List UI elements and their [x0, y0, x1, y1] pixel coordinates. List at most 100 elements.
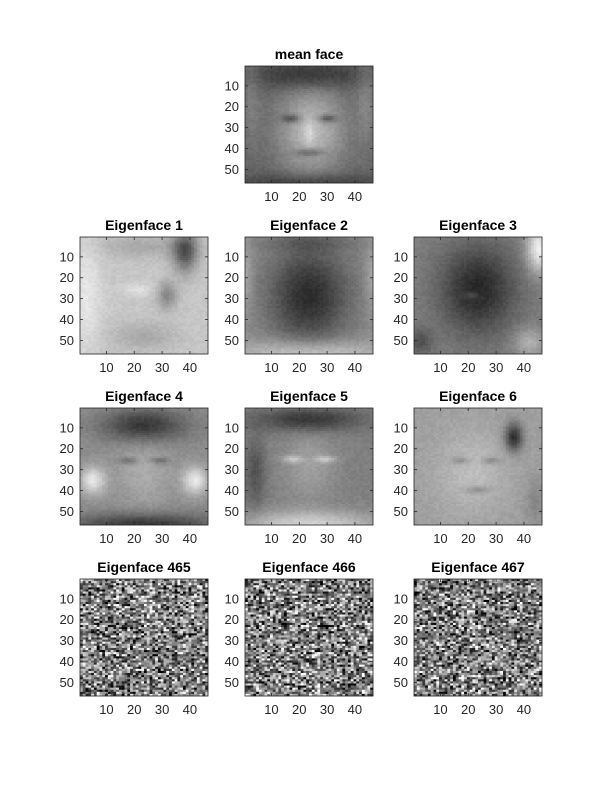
pixel — [121, 247, 125, 250]
pixel — [102, 326, 106, 330]
pixel — [174, 299, 178, 303]
pixel — [88, 341, 92, 344]
pixel — [202, 280, 206, 284]
pixel — [295, 78, 299, 81]
pixel — [118, 322, 123, 326]
pixel — [185, 320, 189, 323]
pixel — [356, 68, 360, 71]
pixel — [278, 95, 282, 98]
pixel — [300, 105, 304, 109]
pixel — [107, 259, 111, 263]
pixel — [325, 157, 329, 161]
pixel — [303, 174, 307, 178]
pixel — [328, 130, 332, 134]
pixel — [336, 139, 340, 142]
pixel — [163, 322, 167, 326]
pixel — [364, 137, 368, 140]
pixel — [85, 268, 89, 271]
pixel — [292, 66, 296, 69]
pixel — [314, 164, 318, 167]
pixel — [196, 331, 200, 334]
pixel — [264, 180, 268, 184]
pixel — [270, 105, 274, 109]
pixel — [356, 78, 360, 81]
pixel — [185, 293, 189, 296]
pixel — [300, 109, 304, 113]
pixel — [146, 287, 150, 290]
pixel — [247, 93, 251, 96]
pixel — [124, 264, 128, 267]
pixel — [91, 326, 95, 330]
pixel — [281, 147, 285, 150]
pixel — [118, 331, 123, 334]
pixel — [163, 241, 167, 244]
pixel — [85, 264, 89, 267]
pixel — [317, 118, 321, 121]
pixel — [322, 101, 326, 104]
pixel — [334, 74, 338, 77]
pixel — [132, 287, 136, 290]
pixel — [163, 303, 167, 307]
pixel — [264, 78, 268, 81]
pixel — [146, 295, 150, 298]
pixel — [102, 270, 106, 273]
pixel — [281, 66, 285, 69]
pixel — [258, 141, 262, 144]
pixel — [303, 149, 307, 152]
pixel — [250, 153, 254, 157]
pixel — [297, 109, 301, 113]
pixel — [127, 241, 131, 244]
pixel — [250, 109, 254, 113]
pixel — [110, 335, 114, 338]
pixel — [205, 299, 209, 303]
pixel — [311, 128, 315, 132]
pixel — [113, 326, 117, 330]
pixel — [85, 303, 89, 307]
pixel — [163, 333, 167, 336]
pixel — [96, 255, 100, 259]
pixel — [345, 95, 349, 98]
pixel — [132, 335, 136, 338]
pixel — [163, 249, 167, 252]
pixel — [295, 153, 299, 157]
pixel — [182, 257, 187, 261]
pixel — [264, 107, 268, 111]
pixel — [317, 95, 321, 98]
pixel — [96, 241, 100, 244]
pixel — [289, 91, 293, 94]
pixel — [182, 318, 187, 321]
pixel — [110, 295, 114, 298]
pixel — [272, 134, 276, 138]
pixel — [141, 276, 145, 280]
pixel — [127, 328, 131, 332]
pixel — [261, 157, 265, 161]
pixel — [116, 343, 120, 346]
pixel — [166, 280, 170, 284]
pixel — [292, 143, 296, 146]
pixel — [270, 160, 274, 163]
pixel — [96, 312, 100, 315]
pixel — [320, 120, 324, 123]
pixel — [141, 249, 145, 252]
pixel — [157, 312, 161, 315]
pixel — [334, 80, 338, 84]
pixel — [182, 322, 187, 326]
pixel — [82, 301, 86, 305]
pixel — [196, 299, 200, 303]
pixel — [331, 84, 335, 88]
pixel — [328, 170, 332, 173]
pixel — [180, 326, 184, 330]
pixel — [289, 139, 293, 142]
pixel — [295, 114, 299, 117]
pixel — [107, 320, 111, 323]
pixel — [121, 262, 125, 265]
pixel — [96, 343, 100, 346]
pixel — [169, 270, 173, 273]
pixel — [99, 328, 103, 332]
pixel — [289, 164, 293, 167]
pixel — [124, 312, 128, 315]
pixel — [345, 166, 349, 169]
pixel — [370, 176, 374, 180]
pixel — [283, 149, 288, 152]
